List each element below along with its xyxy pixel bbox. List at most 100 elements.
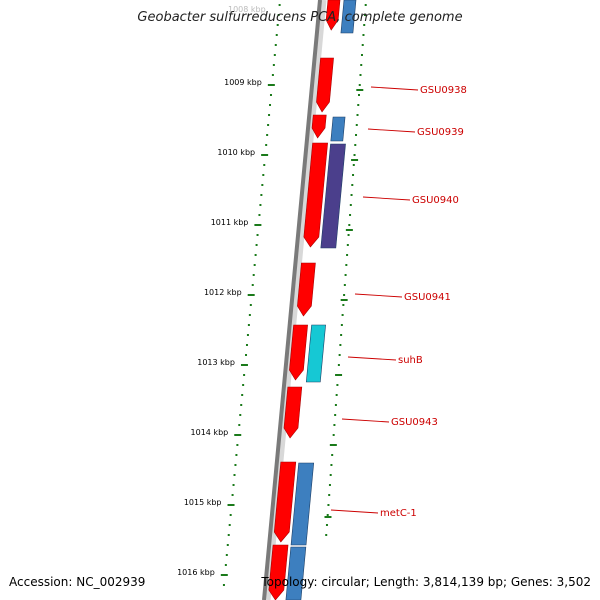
ruler-dot-outer — [331, 454, 334, 456]
ruler-dot-outer — [358, 84, 361, 86]
ruler-dot-inner — [272, 64, 275, 66]
feature-bar — [320, 143, 346, 249]
ruler-dot-inner — [241, 394, 244, 396]
cds-arrow — [283, 386, 303, 439]
ruler-dot-outer — [334, 404, 337, 406]
ruler-dot-inner — [276, 24, 279, 26]
ruler-dot-outer — [337, 364, 340, 366]
ruler-dot-outer — [336, 384, 339, 386]
ruler-dot-inner — [268, 114, 271, 116]
ruler-label: 1011 kbp — [211, 218, 249, 227]
gene-label: GSU0939 — [417, 127, 464, 138]
ruler-dot-outer — [363, 24, 366, 26]
ruler-dot-outer — [325, 524, 328, 526]
gene-label: GSU0940 — [412, 195, 459, 206]
ruler-dot-outer — [340, 334, 343, 336]
cds-arrow — [303, 142, 328, 248]
cds-arrow — [268, 544, 289, 600]
ruler-label: 1016 kbp — [177, 568, 215, 577]
ruler-dot-inner — [274, 44, 277, 46]
ruler-dot-outer — [333, 424, 336, 426]
ruler-dot-inner — [233, 474, 236, 476]
ruler-dot-inner — [271, 74, 274, 76]
ruler-dot-inner — [258, 214, 261, 216]
ruler-dot-inner — [224, 564, 227, 566]
ruler-dot-inner — [252, 274, 255, 276]
ruler-dot-outer — [340, 324, 343, 326]
gene-label: GSU0941 — [404, 292, 451, 303]
ruler-dot-inner — [269, 104, 272, 106]
ruler-dot-inner — [225, 554, 228, 556]
feature-bar — [285, 546, 307, 600]
gene-leader-line — [367, 128, 416, 133]
ruler-dot-inner — [269, 94, 272, 96]
ruler-dot-outer — [360, 64, 363, 66]
ruler-dot-outer — [357, 94, 360, 96]
gene-leader-line — [362, 196, 411, 201]
ruler-dot-inner — [236, 444, 239, 446]
ruler-label: 1014 kbp — [191, 428, 229, 437]
ruler-dot-outer — [356, 114, 359, 116]
ruler-dot-outer — [341, 314, 344, 316]
gene-leader-line — [330, 509, 379, 514]
ruler-dot-outer — [326, 514, 329, 516]
ruler-label: 1012 kbp — [204, 288, 242, 297]
ruler-dot-inner — [277, 14, 280, 16]
ruler-dot-inner — [251, 284, 254, 286]
accession-text: Accession: NC_002939 — [9, 575, 146, 589]
ruler-dot-inner — [256, 234, 259, 236]
ruler-dot-outer — [339, 344, 342, 346]
feature-bar — [305, 324, 326, 383]
ruler-dot-inner — [253, 264, 256, 266]
backbone-line — [262, 0, 322, 600]
ruler-label: 1015 kbp — [184, 498, 222, 507]
gene-label: GSU0943 — [391, 417, 438, 428]
ruler-dot-inner — [249, 304, 252, 306]
ruler-dot-outer — [343, 294, 346, 296]
gene-leader-line — [347, 356, 397, 361]
ruler-dot-inner — [263, 164, 266, 166]
ruler-dot-inner — [261, 184, 264, 186]
ruler-ticks: 1009 kbp 1010 kbp 1011 kbp 1012 kbp 1013 kbp… — [177, 78, 364, 577]
ruler-dot-inner — [248, 314, 251, 316]
ruler-dot-outer — [351, 184, 354, 186]
ruler-dot-outer — [352, 174, 355, 176]
ruler-dot-outer — [343, 284, 346, 286]
ruler-dot-outer — [349, 214, 352, 216]
ruler-dot-inner — [275, 34, 278, 36]
cds-arrow — [297, 262, 316, 317]
ruler-label: 1013 kbp — [197, 358, 235, 367]
ruler-dot-outer — [348, 224, 351, 226]
feature-bar — [340, 0, 357, 34]
feature-bar — [330, 116, 346, 142]
feature-bar — [290, 462, 315, 546]
ruler-dot-inner — [246, 334, 249, 336]
ruler-dot-outer — [347, 234, 350, 236]
ruler-dot-inner — [239, 414, 242, 416]
ruler-dot-outer — [355, 134, 358, 136]
cds-arrow — [273, 461, 297, 543]
ruler-dot-inner — [273, 54, 276, 56]
ruler-dot-inner — [259, 204, 262, 206]
ruler-label: 1009 kbp — [224, 78, 262, 87]
cds-arrow — [289, 324, 308, 381]
ruler-dot-inner — [240, 404, 243, 406]
ruler-dot-outer — [342, 304, 345, 306]
ruler-label: 1010 kbp — [217, 148, 255, 157]
ruler-dot-outer — [346, 254, 349, 256]
ruler-dot-outer — [359, 74, 362, 76]
ruler-dot-outer — [335, 394, 338, 396]
ruler-dot-outer — [330, 464, 333, 466]
ruler-dot-inner — [232, 484, 235, 486]
ruler-dot-outer — [362, 34, 365, 36]
gene-label: suhB — [398, 355, 423, 366]
ruler-dot-inner — [231, 494, 234, 496]
ruler-dot-outer — [361, 44, 364, 46]
ruler-dot-inner — [260, 194, 263, 196]
ruler-dot-inner — [227, 534, 230, 536]
cds-arrow — [311, 114, 327, 139]
ruler-dot-outer — [345, 264, 348, 266]
ruler-dot-inner — [245, 344, 248, 346]
gene-leader-line — [354, 293, 403, 298]
ruler-dot-outer — [327, 504, 330, 506]
